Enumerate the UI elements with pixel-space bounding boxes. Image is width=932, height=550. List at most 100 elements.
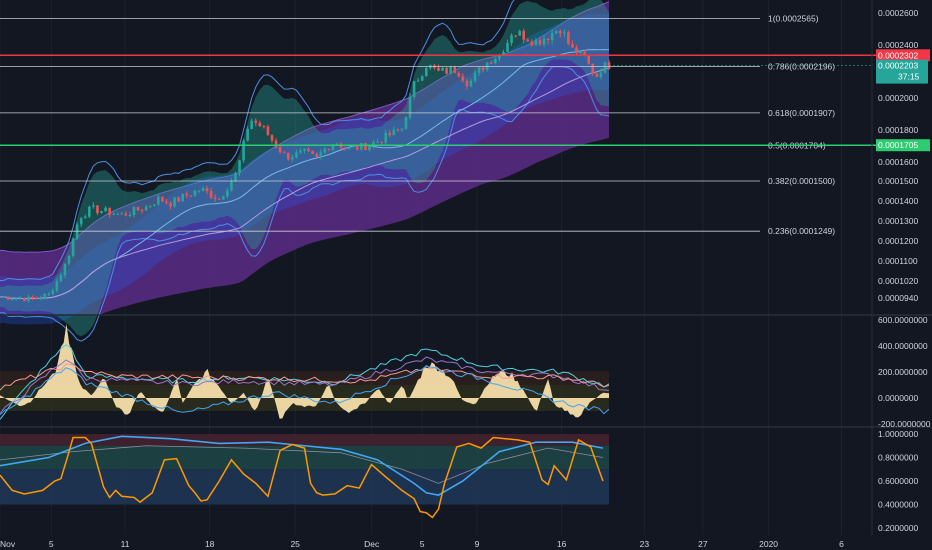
osc2-tick: 0.4000000 xyxy=(878,500,918,510)
price-axis[interactable]: 0.0002302 0.0001705 0.0002600 0.0002400 0.00… xyxy=(876,8,931,533)
oscillator-panel-2[interactable] xyxy=(0,434,609,519)
candle-body xyxy=(222,196,225,200)
line-price-label: 0.0002302 xyxy=(878,50,918,60)
candle-body xyxy=(173,197,176,207)
candle-body xyxy=(79,218,83,225)
candle-body xyxy=(595,73,599,78)
oscillator2-band xyxy=(0,434,609,446)
candle-body xyxy=(124,213,128,216)
candle-body xyxy=(47,293,51,295)
line-price-tag xyxy=(876,139,930,152)
envelope-upper-line xyxy=(0,1,610,253)
bollinger-lower-line xyxy=(0,66,610,342)
candle-body xyxy=(88,206,91,217)
candle-body xyxy=(506,42,509,52)
candle-body xyxy=(39,298,42,300)
candle-body xyxy=(185,193,189,196)
candle-body xyxy=(63,263,67,276)
candle-body xyxy=(157,196,160,205)
oscillator2-band xyxy=(0,469,609,505)
time-tick: 11 xyxy=(121,539,130,549)
candle-body xyxy=(416,80,420,82)
candle-body xyxy=(554,31,558,33)
candle-body xyxy=(71,238,75,256)
candle-body xyxy=(136,207,140,211)
time-tick: 23 xyxy=(640,539,650,549)
ma-long-line xyxy=(0,67,610,300)
fib-label: 0.786(0.0002196) xyxy=(768,62,835,72)
oscillator-histogram xyxy=(0,323,609,419)
candle-body xyxy=(550,32,554,41)
osc1-tick: 200.0000000 xyxy=(878,367,928,377)
candle-body xyxy=(538,40,542,45)
candle-body xyxy=(266,126,270,136)
price-tick: 0.0001500 xyxy=(878,176,918,186)
candle-body xyxy=(250,120,254,129)
candle-body xyxy=(575,47,578,54)
candle-body xyxy=(278,147,282,153)
price-tick: 0.0001100 xyxy=(878,256,918,266)
candle-body xyxy=(469,80,473,87)
candle-body xyxy=(526,39,530,42)
oscillator2-thin-line xyxy=(0,445,603,484)
candle-body xyxy=(258,122,262,127)
countdown-label: 37:15 xyxy=(898,72,920,82)
current-price-tag xyxy=(876,59,928,84)
main-price-panel[interactable]: 1(0.0002565) 0.786(0.0002196) 0.618(0.0001… xyxy=(0,0,932,535)
candle-body xyxy=(579,51,582,54)
candle-body xyxy=(396,129,400,131)
price-tick: 0.0001800 xyxy=(878,125,918,135)
candle-body xyxy=(140,210,144,212)
osc1-tick: 400.0000000 xyxy=(878,341,928,351)
candle-body xyxy=(291,157,294,160)
osc1-tick: 600.0000000 xyxy=(878,315,928,325)
candle-body xyxy=(108,207,111,215)
line-price-tag xyxy=(876,49,930,62)
candle-body xyxy=(437,67,440,71)
time-tick: 2020 xyxy=(759,539,778,549)
candle-body xyxy=(368,145,371,151)
oscillator-panel-1[interactable] xyxy=(0,323,610,420)
fib-label: 0.382(0.0001500) xyxy=(768,176,835,186)
candle-body xyxy=(209,191,213,198)
candle-body xyxy=(522,30,526,40)
candle-body xyxy=(230,181,233,191)
candle-body xyxy=(384,132,387,143)
candle-body xyxy=(148,205,152,207)
candle-body xyxy=(351,146,355,148)
candle-body xyxy=(587,56,590,64)
candle-body xyxy=(27,296,30,302)
candle-body xyxy=(213,197,217,200)
candle-body xyxy=(104,207,107,212)
candle-body xyxy=(477,67,481,73)
candle-body xyxy=(388,132,392,136)
candle-body xyxy=(169,202,172,207)
oscillator-line xyxy=(0,356,610,414)
candle-body xyxy=(217,199,221,201)
price-tick: 0.0000940 xyxy=(878,293,918,303)
candle-body xyxy=(299,150,302,153)
candle-body xyxy=(335,143,339,145)
candle-body xyxy=(295,152,298,158)
candle-body xyxy=(546,38,550,41)
candle-body xyxy=(347,147,351,149)
oscillator-line xyxy=(0,363,610,391)
candle-body xyxy=(376,141,379,143)
osc2-tick: 0.6000000 xyxy=(878,476,918,486)
time-tick: 18 xyxy=(205,539,215,549)
candle-body xyxy=(205,187,209,192)
candle-body xyxy=(530,41,534,46)
price-tick: 0.0001200 xyxy=(878,236,918,246)
candle-body xyxy=(144,206,148,211)
time-axis[interactable]: Nov 5 11 18 25 Dec 5 9 16 23 27 2020 6 xyxy=(0,539,844,549)
candle-body xyxy=(197,190,201,192)
fib-label: 0.618(0.0001907) xyxy=(768,108,835,118)
osc1-tick: -200.0000000 xyxy=(878,419,931,429)
candle-body xyxy=(6,296,10,300)
candle-body xyxy=(311,151,314,154)
oscillator2-blue-line xyxy=(0,435,604,496)
candle-body xyxy=(364,142,367,151)
candle-body xyxy=(583,51,586,57)
line-price-label: 0.0001705 xyxy=(878,140,918,150)
